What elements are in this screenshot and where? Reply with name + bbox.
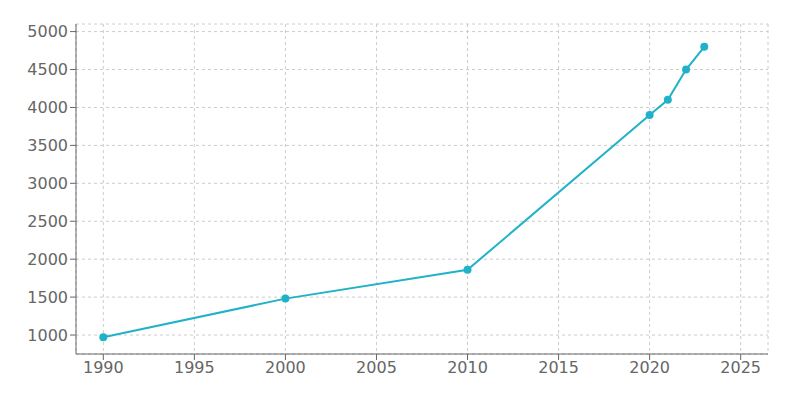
svg-text:4000: 4000 bbox=[27, 98, 68, 117]
svg-text:2010: 2010 bbox=[447, 358, 488, 377]
svg-text:5000: 5000 bbox=[27, 22, 68, 41]
svg-text:2500: 2500 bbox=[27, 212, 68, 231]
svg-text:3500: 3500 bbox=[27, 136, 68, 155]
svg-text:2005: 2005 bbox=[356, 358, 397, 377]
svg-text:2000: 2000 bbox=[265, 358, 306, 377]
svg-text:2025: 2025 bbox=[720, 358, 761, 377]
svg-text:2000: 2000 bbox=[27, 250, 68, 269]
svg-text:4500: 4500 bbox=[27, 60, 68, 79]
svg-text:1500: 1500 bbox=[27, 288, 68, 307]
svg-text:1000: 1000 bbox=[27, 326, 68, 345]
svg-text:1990: 1990 bbox=[83, 358, 124, 377]
svg-text:2015: 2015 bbox=[538, 358, 579, 377]
svg-text:1995: 1995 bbox=[174, 358, 215, 377]
svg-text:3000: 3000 bbox=[27, 174, 68, 193]
svg-text:2020: 2020 bbox=[629, 358, 670, 377]
